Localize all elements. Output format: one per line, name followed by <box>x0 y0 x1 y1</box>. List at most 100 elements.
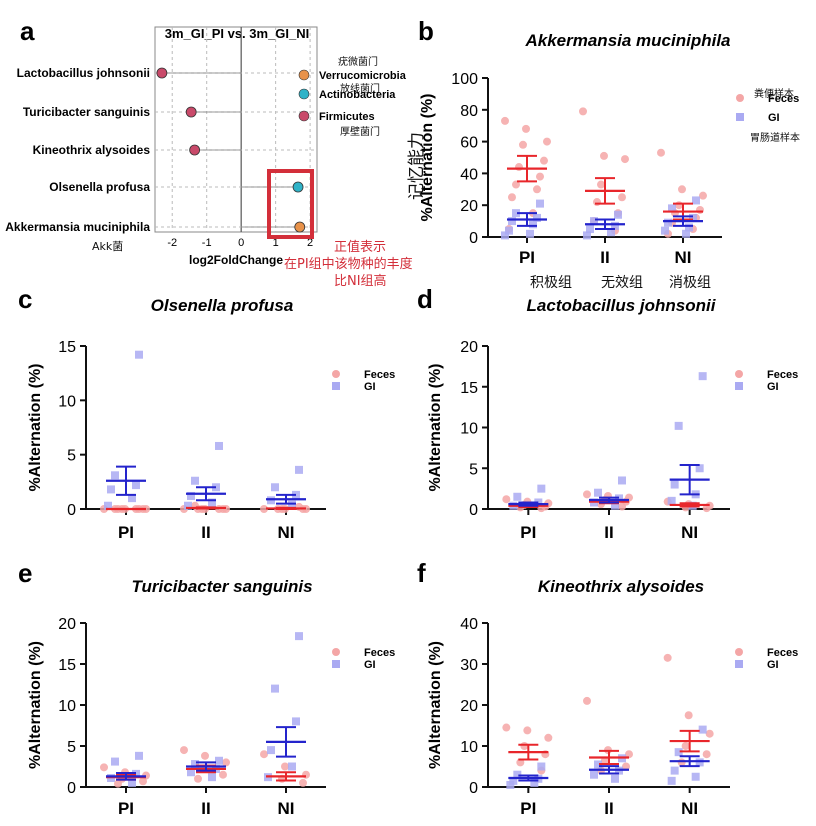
panel-f-gi-point <box>674 748 683 757</box>
actinobacteria-cn-label: 放线菌门 <box>340 84 380 95</box>
panel-e-feces-point <box>299 778 307 787</box>
panel-a-legend-marker <box>298 88 310 100</box>
panel-f-ytick-label: 40 <box>460 616 478 633</box>
panel-f-legend-feces-marker <box>735 648 743 656</box>
panel-e-ytick-label: 20 <box>58 616 76 633</box>
panel-b-feces-point <box>593 198 601 207</box>
panel-b-gi-point <box>501 231 509 240</box>
panel-a-highlight-box <box>267 169 314 239</box>
memory-cn-label: 记忆能力 <box>407 132 427 200</box>
panel-f-feces-point <box>520 742 529 750</box>
positive-note-line-2: 在PI组中该物种的丰度 <box>284 257 413 272</box>
panel-a-xlabel: log2FoldChange <box>189 253 283 267</box>
panel-d-ytick-label: 5 <box>469 461 478 478</box>
panel-f-legend-gi-label: GI <box>767 659 779 671</box>
panel-b-gi-point <box>664 218 672 227</box>
panel-b-legend-feces-label: Feces <box>768 93 799 105</box>
panel-e-gi-point <box>267 746 275 755</box>
panel-e-gi-point <box>135 751 143 760</box>
panel-f-feces-point <box>702 750 711 759</box>
panel-a-legend-marker <box>298 69 310 81</box>
panel-c-gi-point <box>191 476 199 485</box>
panel-b-xtick-label: NI <box>675 248 692 267</box>
panel-e-ytick-label: 15 <box>58 657 76 674</box>
panel-c-xtick-label: PI <box>118 523 134 542</box>
panel-e-feces-point <box>139 777 147 786</box>
panel-b-ytick-label: 0 <box>469 230 478 247</box>
panel-f-feces-point <box>622 762 630 771</box>
panel-d-xtick-label: PI <box>520 523 536 542</box>
panel-b-ytick-label: 100 <box>451 71 478 88</box>
panel-b-gi-point <box>611 221 619 230</box>
panel-d-legend-feces-label: Feces <box>767 369 798 381</box>
panel-b-gi-point <box>682 229 690 238</box>
panel-c-ylabel: %Alternation (%) <box>27 364 44 492</box>
panel-e-legend-feces-label: Feces <box>364 647 395 659</box>
panel-c-gi-point <box>135 350 143 359</box>
panel-d-feces-point <box>583 490 591 499</box>
panel-b-gi-point <box>586 225 594 234</box>
panel-f-feces-point <box>684 711 693 720</box>
panel-c-gi-point <box>208 498 216 507</box>
panel-b-feces-point <box>522 124 530 133</box>
panel-b-ylabel: %Alternation (%) <box>419 94 436 222</box>
panel-f-gi-point <box>667 776 676 785</box>
panel-c-gi-point <box>107 485 115 494</box>
panel-b-gi-point <box>529 220 537 229</box>
panel-a-xtick-label: 1 <box>273 237 279 249</box>
panel-b-legend-gi-marker <box>736 113 744 121</box>
panel-a-legend-marker <box>298 110 310 122</box>
panel-b-gi-point <box>590 217 598 226</box>
panel-d-gi-point <box>695 464 704 473</box>
panel-c-title: Olsenella profusa <box>151 296 294 315</box>
panel-d-gi-point <box>537 484 546 493</box>
panel-letter-a: a <box>20 16 35 46</box>
panel-d-legend-gi-marker <box>735 382 743 390</box>
panel-b-feces-point <box>621 155 629 164</box>
verrucomicrobia-cn-label: 疣微菌门 <box>338 57 378 68</box>
panel-b-feces-point <box>508 193 516 202</box>
feces-cn-label: 粪便样本 <box>754 89 794 100</box>
panel-e-feces-point <box>201 751 209 760</box>
panel-e-feces-point <box>222 758 230 767</box>
panel-a-point <box>189 144 201 156</box>
panel-a-legend-label: Verrucomicrobia <box>319 70 407 82</box>
panel-e-legend-gi-label: GI <box>364 659 376 671</box>
panel-f-feces-point <box>705 729 714 738</box>
panel-e-feces-point <box>302 770 310 779</box>
panel-c-legend-feces-label: Feces <box>364 369 395 381</box>
panel-c-legend-gi-label: GI <box>364 381 376 393</box>
panel-b-feces-point <box>512 180 520 189</box>
panel-b-gi-point <box>668 204 676 213</box>
panel-d-title: Lactobacillus johnsonii <box>527 296 717 315</box>
panel-e-ytick-label: 5 <box>67 739 76 756</box>
panel-f-gi-point <box>537 762 546 771</box>
panel-e-feces-point <box>180 746 188 755</box>
panel-f-gi-point <box>530 778 539 787</box>
panel-f-gi-point <box>611 774 619 783</box>
panel-b-feces-point <box>543 137 551 146</box>
panel-f-feces-point <box>502 723 511 732</box>
panel-b-feces-point <box>696 205 704 214</box>
panel-d-ylabel: %Alternation (%) <box>427 364 444 492</box>
panel-b-gi-point <box>689 213 697 222</box>
akk-cn-label: Akk菌 <box>92 240 124 253</box>
panel-b-feces-point <box>536 172 544 181</box>
panel-e-xtick-label: NI <box>278 799 295 818</box>
panel-letter-d: d <box>417 284 433 314</box>
panel-b-xtick-label: II <box>600 248 609 267</box>
panel-f-gi-point <box>513 770 522 779</box>
panel-a-taxon-label: Lactobacillus johnsonii <box>17 66 150 80</box>
panel-b-gi-point <box>607 228 615 237</box>
panel-d-ytick-label: 0 <box>469 502 478 519</box>
panel-a-taxon-label: Olsenella profusa <box>49 180 150 194</box>
panel-e-gi-point <box>128 778 136 787</box>
panel-a-title: 3m_GI_PI vs. 3m_GI_NI <box>165 26 310 41</box>
panel-f-legend-feces-label: Feces <box>767 647 798 659</box>
panel-c-ytick-label: 5 <box>67 448 76 465</box>
panel-c-xtick-label: NI <box>278 523 295 542</box>
panel-d-gi-point <box>670 480 679 489</box>
panel-d-gi-point <box>674 421 683 430</box>
panel-e-feces-point <box>219 770 227 779</box>
